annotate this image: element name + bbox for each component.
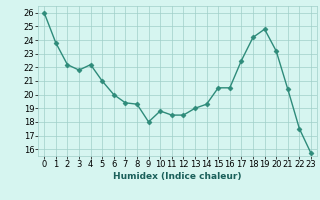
X-axis label: Humidex (Indice chaleur): Humidex (Indice chaleur): [113, 172, 242, 181]
